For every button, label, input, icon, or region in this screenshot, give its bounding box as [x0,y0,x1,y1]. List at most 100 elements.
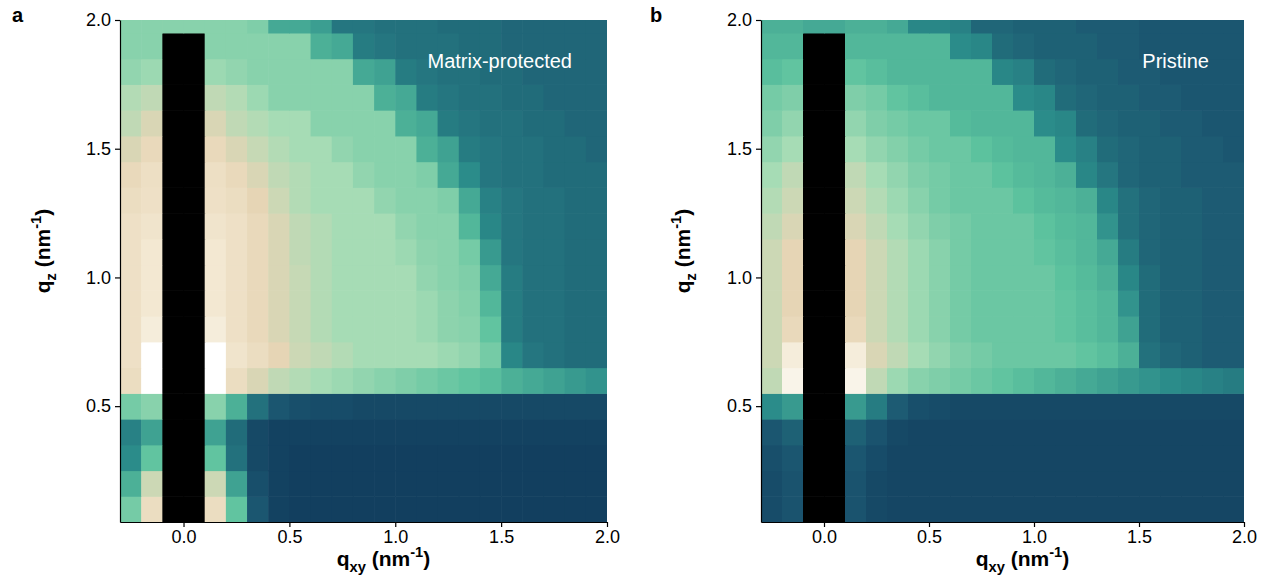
heatmap-cell [929,84,951,110]
heatmap-cell [522,471,544,497]
heatmap-cell [1076,265,1098,291]
heatmap-cell [226,265,248,291]
heatmap-cell [761,239,783,265]
heatmap-cell [1097,265,1119,291]
heatmap-cell [992,342,1014,368]
tick: 1.5 [727,139,761,159]
beamstop-cell [803,265,825,291]
heatmap-cell [586,110,607,136]
heatmap-cell [120,290,142,316]
heatmap-cell [992,162,1014,188]
heatmap-cell [992,316,1014,342]
heatmap-cell [1202,213,1224,239]
heatmap-cell [1223,162,1244,188]
heatmap-cell [395,84,417,110]
heatmap-cell [141,84,163,110]
heatmap-cell [459,136,481,162]
heatmap-cell [1160,136,1182,162]
heatmap-cell [1139,316,1161,342]
heatmap-cell [971,84,993,110]
heatmap-cell [908,187,930,213]
heatmap-cell [908,316,930,342]
heatmap-cell [971,290,993,316]
heatmap-cell [332,162,354,188]
heatmap-cell [120,368,142,394]
heatmap-cell [1202,342,1224,368]
heatmap-cell [247,496,269,522]
heatmap-cell [332,136,354,162]
heatmap-cell [522,265,544,291]
heatmap-cell [782,59,804,85]
heatmap-cell [1181,187,1203,213]
heatmap-cell [332,290,354,316]
beamstop-cell [162,393,184,419]
heatmap-cell [565,20,587,33]
heatmap-cell [374,110,396,136]
heatmap-cell [1076,187,1098,213]
y-axis: 0.51.01.52.0 [86,10,121,522]
heatmap-cell [332,316,354,342]
heatmap-cell [1202,471,1224,497]
heatmap-cell [543,342,565,368]
heatmap-cell [1223,84,1244,110]
heatmap-cells [120,20,607,522]
heatmap-cell [226,316,248,342]
heatmap-cell [501,393,523,419]
beamstop-cell [803,419,825,445]
heatmap-cell [438,213,460,239]
beamstop-cell [803,84,825,110]
heatmap-cell [1055,265,1077,291]
heatmap-cell [950,136,972,162]
beamstop-cell [824,496,846,522]
heatmap-cell [311,342,333,368]
beamstop-cell [184,59,206,85]
heatmap-cell [205,393,227,419]
heatmap-cell [1013,84,1035,110]
heatmap-cell [522,393,544,419]
heatmap-cell [1160,187,1182,213]
heatmap-cell [1118,84,1140,110]
heatmap-cell [120,445,142,471]
tick-label: 0.0 [172,527,197,547]
heatmap-cell [416,213,438,239]
beamstop-cell [184,290,206,316]
beamstop-cell [162,445,184,471]
heatmap-cell [1055,162,1077,188]
heatmap-cell [438,316,460,342]
heatmap-cell [226,290,248,316]
beamstop-cell [162,471,184,497]
tick-label: 2.0 [1232,527,1257,547]
heatmap-cell [501,187,523,213]
heatmap-cell [268,110,290,136]
heatmap-cell [226,213,248,239]
heatmap-cell [141,33,163,59]
heatmap-cell [1013,20,1035,33]
heatmap-cell [1181,213,1203,239]
heatmap-cell [332,342,354,368]
heatmap-cell [438,419,460,445]
heatmap-cell [908,239,930,265]
heatmap-cell [887,445,909,471]
heatmap-cell [586,239,607,265]
heatmap-cell [120,239,142,265]
heatmap-cell [1160,316,1182,342]
heatmap-cell [845,213,867,239]
heatmap-cell [226,33,248,59]
heatmap-cell [395,471,417,497]
heatmap-cell [845,162,867,188]
heatmap-cell [395,33,417,59]
heatmap-cell [929,239,951,265]
heatmap-cell [268,393,290,419]
heatmap-cell [1097,471,1119,497]
heatmap-cell [480,290,502,316]
heatmap-cell [353,445,375,471]
heatmap-cell [565,213,587,239]
heatmap-cell [268,419,290,445]
tick: 0.5 [917,522,942,547]
heatmap-cell [565,316,587,342]
heatmap-cell [1013,290,1035,316]
y-axis-title: qz (nm-1) [28,209,59,294]
heatmap-cell [438,110,460,136]
heatmap-cell [268,213,290,239]
heatmap-cell [929,393,951,419]
